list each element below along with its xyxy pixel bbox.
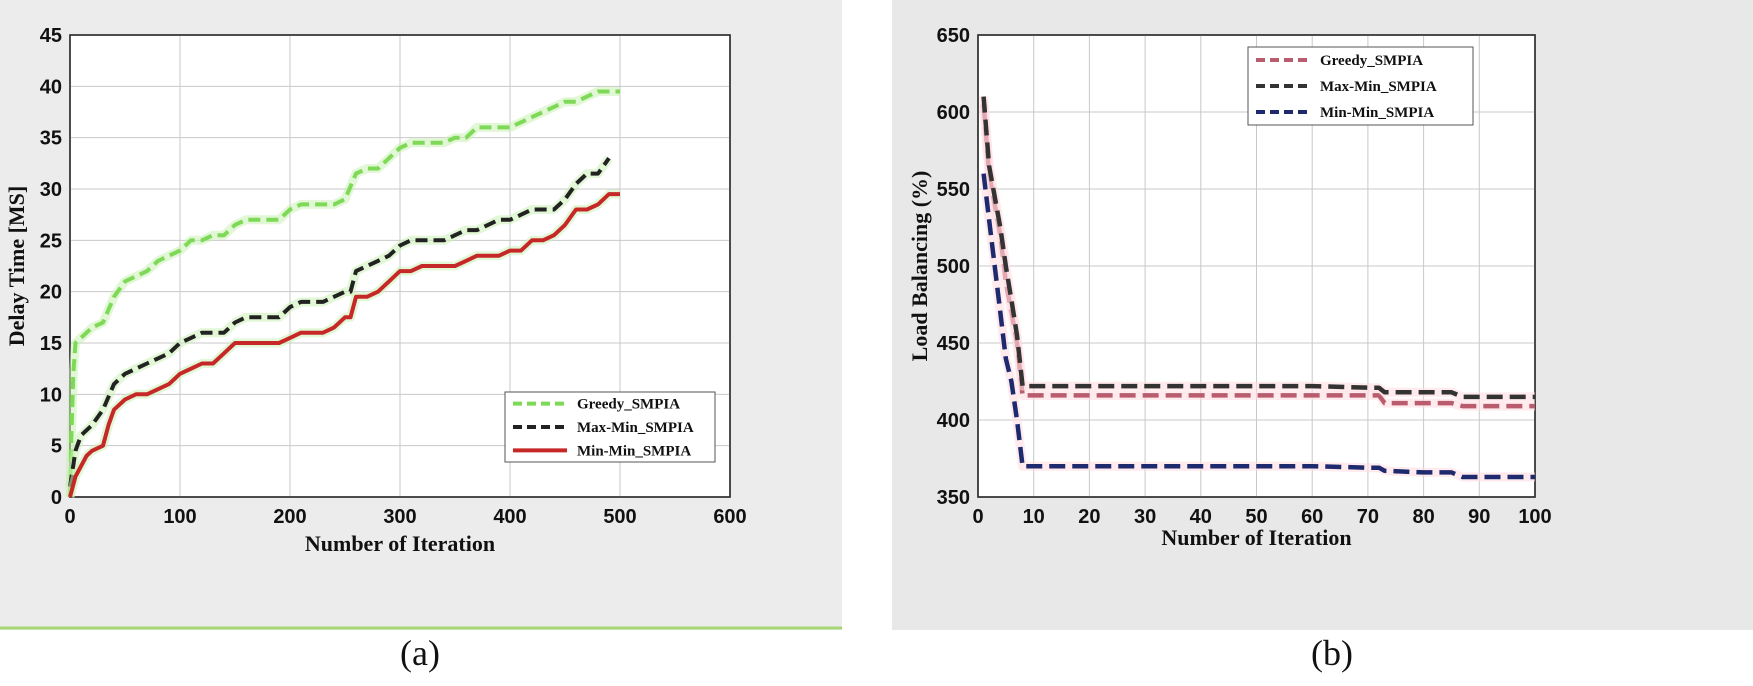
x-tick-label: 10 bbox=[1023, 506, 1045, 528]
series-line bbox=[68, 157, 611, 488]
y-tick-label: 20 bbox=[40, 282, 62, 304]
x-tick-label: 100 bbox=[163, 506, 196, 528]
x-tick-label: 500 bbox=[603, 506, 636, 528]
legend-label: Greedy_SMPIA bbox=[577, 397, 680, 413]
y-tick-label: 650 bbox=[937, 25, 970, 47]
caption-b: (b) bbox=[1311, 633, 1353, 673]
y-tick-label: 40 bbox=[40, 76, 62, 98]
x-tick-label: 20 bbox=[1078, 506, 1100, 528]
x-tick-label: 300 bbox=[383, 506, 416, 528]
y-tick-label: 350 bbox=[937, 487, 970, 509]
x-tick-label: 200 bbox=[273, 506, 306, 528]
y-tick-label: 10 bbox=[40, 384, 62, 406]
series-line bbox=[68, 192, 620, 498]
y-tick-label: 30 bbox=[40, 179, 62, 201]
caption-a: (a) bbox=[400, 633, 440, 673]
series-min-min-smpia bbox=[65, 189, 620, 499]
chart-panel-b: 0 10 20 30 40 50 60 70 80 90 100 350 400 450 500 550 600… bbox=[892, 0, 1753, 630]
legend-label: Min-Min_SMPIA bbox=[577, 443, 691, 459]
chart-panel-a: 0 100 200 300 400 500 600 0 5 10 15 20 25 30 35 40 45 Num… bbox=[0, 0, 842, 630]
x-tick-label: 70 bbox=[1357, 506, 1379, 528]
x-tick-label: 40 bbox=[1190, 506, 1212, 528]
x-tick-label: 100 bbox=[1518, 506, 1551, 528]
series-max-min-smpia bbox=[979, 96, 1535, 402]
y-tick-label: 500 bbox=[937, 256, 970, 278]
x-axis-label: Number of Iteration bbox=[305, 531, 495, 556]
y-axis-label: Delay Time [MS] bbox=[4, 186, 29, 347]
y-tick-label: 45 bbox=[40, 25, 62, 47]
x-tick-label: 600 bbox=[713, 506, 746, 528]
x-tick-label: 80 bbox=[1412, 506, 1434, 528]
y-tick-label: 450 bbox=[937, 333, 970, 355]
y-tick-label: 550 bbox=[937, 179, 970, 201]
legend-label: Max-Min_SMPIA bbox=[577, 420, 694, 436]
x-tick-label: 0 bbox=[972, 506, 983, 528]
series-min-min-smpia bbox=[979, 173, 1535, 482]
plot-frame bbox=[977, 34, 1536, 498]
y-tick-label: 400 bbox=[937, 410, 970, 432]
plot-frame bbox=[69, 34, 731, 498]
x-tick-label: 90 bbox=[1468, 506, 1490, 528]
chart-b: 0 10 20 30 40 50 60 70 80 90 100 350 400 450 500 550 600… bbox=[892, 0, 1753, 630]
chart-a: 0 100 200 300 400 500 600 0 5 10 15 20 25 30 35 40 45 Num… bbox=[0, 0, 842, 630]
x-tick-label: 0 bbox=[64, 506, 75, 528]
x-tick-label: 60 bbox=[1301, 506, 1323, 528]
legend: Greedy_SMPIA Max-Min_SMPIA Min-Min_SMPIA bbox=[1247, 46, 1474, 126]
series-line bbox=[68, 89, 620, 498]
x-axis-label: Number of Iteration bbox=[1161, 525, 1351, 550]
x-tick-label: 50 bbox=[1245, 506, 1267, 528]
y-tick-label: 0 bbox=[51, 487, 62, 509]
y-tick-label: 35 bbox=[40, 128, 62, 150]
legend-label: Greedy_SMPIA bbox=[1320, 53, 1423, 69]
legend: Greedy_SMPIA Max-Min_SMPIA Min-Min_SMPIA bbox=[504, 391, 716, 463]
legend-label: Min-Min_SMPIA bbox=[1320, 105, 1434, 121]
x-tick-label: 400 bbox=[493, 506, 526, 528]
y-tick-label: 15 bbox=[40, 333, 62, 355]
y-tick-label: 600 bbox=[937, 102, 970, 124]
series-greedy-smpia bbox=[65, 87, 620, 498]
series-line bbox=[981, 96, 1535, 400]
x-tick-label: 30 bbox=[1134, 506, 1156, 528]
y-tick-label: 5 bbox=[51, 436, 62, 458]
series-max-min-smpia bbox=[65, 155, 613, 488]
series-line bbox=[981, 173, 1535, 480]
y-axis-label: Load Balancing (%) bbox=[907, 171, 932, 362]
legend-label: Max-Min_SMPIA bbox=[1320, 79, 1437, 95]
y-tick-label: 25 bbox=[40, 230, 62, 252]
